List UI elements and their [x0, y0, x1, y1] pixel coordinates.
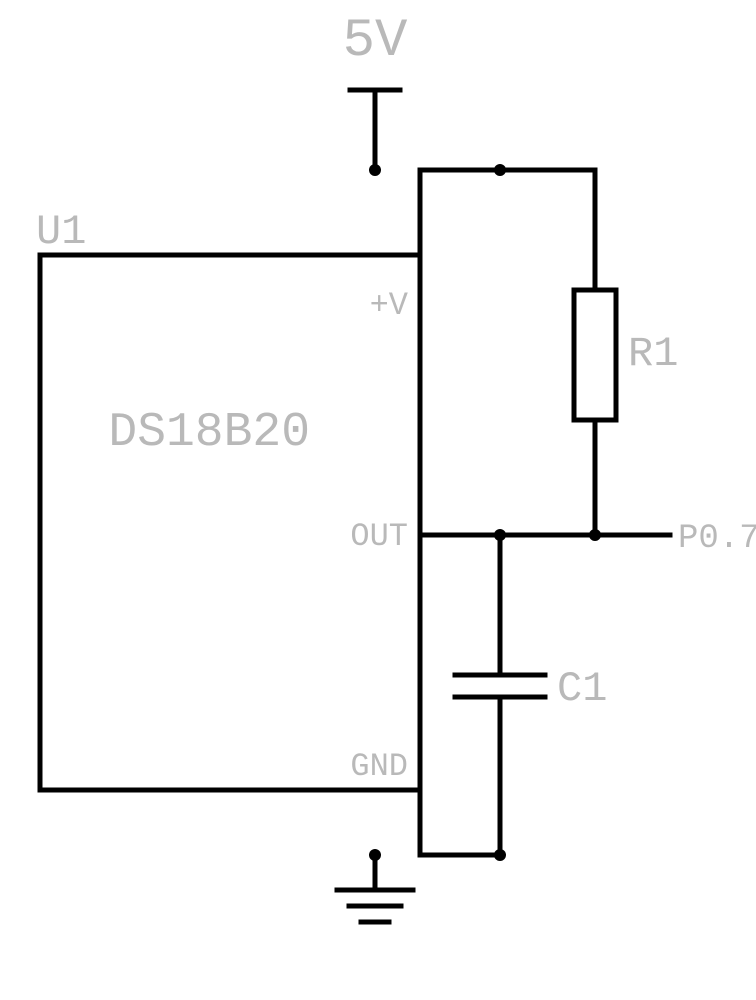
ic-pin-v-label: +V	[370, 287, 409, 324]
ic-ref-label: U1	[36, 208, 86, 256]
net-out-label: P0.7	[678, 520, 756, 558]
capacitor-label: C1	[557, 665, 607, 713]
ic-part-label: DS18B20	[108, 406, 310, 460]
resistor-label: R1	[628, 330, 678, 378]
ic-pin-gnd-label: GND	[350, 748, 408, 785]
supply-label: 5V	[343, 11, 408, 72]
ic-pin-out-label: OUT	[350, 518, 408, 555]
resistor-r1	[574, 290, 616, 420]
